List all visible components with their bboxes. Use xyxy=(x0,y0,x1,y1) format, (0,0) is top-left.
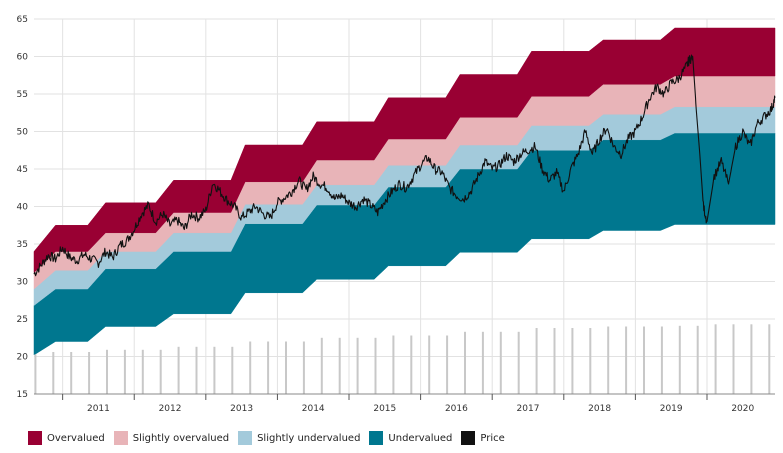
legend-swatch-overvalued xyxy=(28,431,42,445)
legend-swatch-price xyxy=(461,431,476,445)
bar xyxy=(446,335,449,394)
legend-label-overvalued: Overvalued xyxy=(47,432,105,444)
bar xyxy=(231,346,234,395)
bar xyxy=(267,341,270,394)
bar xyxy=(141,349,144,395)
bar xyxy=(249,341,252,394)
x-tick-label: 2019 xyxy=(660,404,683,414)
y-tick-label: 65 xyxy=(17,15,28,25)
legend-item-overvalued: Overvalued xyxy=(28,431,105,445)
y-tick-label: 35 xyxy=(17,240,28,250)
bar xyxy=(410,335,413,394)
bar xyxy=(195,346,198,395)
price-series xyxy=(33,54,776,277)
bar xyxy=(106,349,108,395)
bar xyxy=(320,337,323,395)
bar xyxy=(607,326,610,394)
x-tick-label: 2016 xyxy=(445,404,468,414)
legend-item-slightly-overvalued: Slightly overvalued xyxy=(113,431,230,445)
legend-label-price: Price xyxy=(480,432,505,444)
y-tick-label: 25 xyxy=(17,315,28,325)
bar xyxy=(768,324,771,395)
bar xyxy=(464,331,466,395)
x-tick-label: 2017 xyxy=(517,404,540,414)
y-tick-label: 40 xyxy=(17,203,29,213)
bar xyxy=(571,328,574,394)
y-tick-label: 45 xyxy=(17,165,28,175)
y-tick-label: 55 xyxy=(17,90,28,100)
chart-legend: Overvalued Slightly overvalued Slightly … xyxy=(28,431,514,445)
bar xyxy=(428,335,431,394)
bar xyxy=(535,328,538,394)
legend-label-slightly-undervalued: Slightly undervalued xyxy=(257,432,361,444)
bar xyxy=(732,324,735,395)
y-tick-label: 50 xyxy=(17,128,29,138)
bar xyxy=(750,324,753,395)
bar xyxy=(714,324,717,395)
bar xyxy=(356,337,359,395)
bar xyxy=(123,349,126,395)
bar-series xyxy=(34,324,771,395)
bar xyxy=(88,352,91,394)
legend-swatch-undervalued xyxy=(369,431,384,445)
bar xyxy=(177,346,180,395)
bar xyxy=(159,349,162,395)
x-tick-label: 2020 xyxy=(731,404,754,414)
y-tick-label: 60 xyxy=(17,53,29,63)
legend-item-slightly-undervalued: Slightly undervalued xyxy=(238,431,360,445)
bar xyxy=(517,331,520,395)
bar xyxy=(213,346,216,395)
valuation-bands xyxy=(33,27,776,356)
bar xyxy=(285,341,287,394)
x-tick-label: 2014 xyxy=(302,404,325,414)
y-tick-label: 20 xyxy=(17,353,29,363)
bar xyxy=(52,352,55,394)
price-line xyxy=(33,54,776,277)
bar xyxy=(374,337,377,395)
y-tick-label: 15 xyxy=(17,390,28,400)
axis-layer: 15 20 25 30 35 40 45 50 55 60 65 2011 2012 2013 2014 20… xyxy=(17,15,775,414)
bar xyxy=(696,325,699,395)
x-tick-label: 2015 xyxy=(373,404,396,414)
x-tick-label: 2013 xyxy=(230,404,253,414)
legend-item-price: Price xyxy=(461,431,505,445)
bar xyxy=(392,335,395,394)
x-tick-label: 2011 xyxy=(87,404,110,414)
bar xyxy=(678,325,681,395)
x-tick-label: 2018 xyxy=(588,404,611,414)
band-overvalued xyxy=(33,27,776,274)
bar xyxy=(302,341,305,394)
bar xyxy=(589,328,592,394)
legend-label-undervalued: Undervalued xyxy=(388,432,453,444)
bar xyxy=(553,328,556,394)
legend-item-undervalued: Undervalued xyxy=(369,431,452,445)
bar xyxy=(338,337,341,395)
legend-swatch-slightly-overvalued xyxy=(113,431,128,445)
bar xyxy=(70,352,73,394)
legend-label-slightly-overvalued: Slightly overvalued xyxy=(132,432,230,444)
bar xyxy=(34,354,37,395)
x-tick-label: 2012 xyxy=(159,404,182,414)
bar xyxy=(643,326,645,394)
bar xyxy=(499,331,502,395)
y-tick-label: 30 xyxy=(17,278,29,288)
bar xyxy=(481,331,484,395)
bar xyxy=(660,326,663,394)
legend-swatch-slightly-undervalued xyxy=(238,431,253,445)
bar xyxy=(625,326,628,394)
